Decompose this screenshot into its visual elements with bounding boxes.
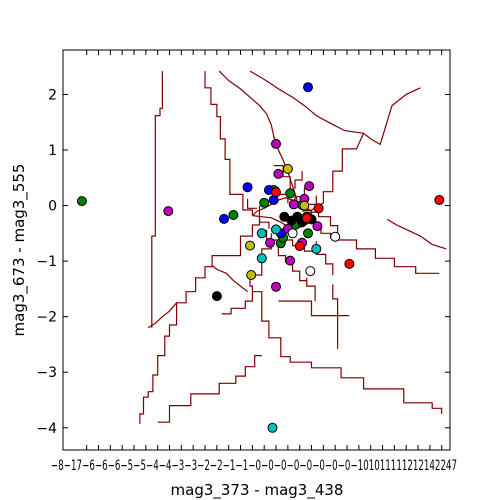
point-magenta-11: [312, 221, 323, 232]
y-tick-label: −2: [36, 310, 57, 326]
y-tick-label: −4: [36, 421, 57, 437]
point-green-2: [259, 197, 270, 208]
x-tick-labels: −8−17−6−6−6−5−5−4−4−3−3−2−2−1−1−0−0−0−0−…: [51, 458, 457, 474]
point-cyan-1: [267, 422, 278, 433]
point-red-3: [313, 203, 324, 214]
boundary-line-25: [258, 205, 270, 229]
y-axis-ticks: 2 1 0 −1 −2 −3 −4: [36, 87, 450, 437]
y-tick-label: 1: [48, 143, 57, 159]
boundary-line-6: [302, 133, 365, 212]
boundary-line-11: [157, 355, 262, 423]
point-green-1: [228, 210, 239, 220]
point-blue-0: [219, 213, 229, 224]
point-white-0: [305, 266, 316, 277]
point-blue-1: [242, 182, 253, 193]
boundary-line-10: [249, 233, 443, 414]
point-white-2: [287, 228, 298, 239]
y-tick-label: 0: [48, 199, 57, 215]
point-green-9: [303, 228, 313, 239]
point-magenta-4: [273, 168, 284, 179]
point-green-0: [76, 196, 87, 207]
point-magenta-0: [163, 206, 174, 217]
point-green-6: [285, 188, 296, 199]
point-red-5: [434, 195, 445, 205]
boundary-line-1: [147, 302, 178, 329]
point-yellow-1: [246, 270, 257, 280]
point-cyan-2: [256, 228, 267, 239]
boundary-line-13: [306, 277, 316, 302]
y-tick-label: −3: [36, 365, 57, 381]
boundary-line-17: [332, 284, 339, 349]
boundary-line-28: [294, 171, 303, 189]
point-yellow-2: [282, 163, 293, 174]
boundary-line-4: [218, 70, 298, 202]
boundary-line-27: [273, 165, 291, 189]
point-blue-5: [303, 82, 313, 93]
boundary-line-0: [139, 216, 261, 424]
point-magenta-7: [288, 199, 299, 210]
x-axis-ticks: [86, 50, 443, 450]
point-white-1: [330, 231, 341, 242]
plot-frame: [62, 49, 451, 451]
y-tick-label: −1: [36, 254, 57, 270]
boundary-line-14: [221, 291, 253, 315]
boundary-line-2: [151, 71, 163, 328]
boundary-line-30: [309, 195, 317, 205]
boundary-line-3: [204, 71, 253, 216]
point-red-1: [294, 241, 305, 252]
point-cyan-4: [311, 243, 322, 254]
point-red-2: [301, 213, 312, 224]
point-magenta-6: [285, 255, 296, 266]
point-black-0: [211, 291, 222, 302]
point-cyan-0: [256, 253, 267, 264]
data-points: [76, 82, 445, 433]
point-magenta-1: [265, 237, 276, 248]
y-tick-label: 2: [48, 87, 57, 103]
point-cyan-3: [271, 224, 281, 235]
boundary-line-5: [249, 70, 421, 146]
point-magenta-2: [271, 138, 281, 149]
decision-boundaries: [139, 70, 447, 424]
point-red-0: [271, 187, 281, 198]
point-yellow-0: [245, 240, 255, 251]
point-magenta-3: [271, 281, 281, 292]
y-axis-label: mag3_673 - mag3_555: [10, 164, 29, 337]
point-magenta-10: [304, 181, 315, 192]
boundary-line-12: [278, 300, 350, 317]
point-red-4: [344, 258, 355, 269]
boundary-line-7: [337, 239, 440, 274]
point-yellow-3: [299, 200, 310, 211]
boundary-line-16: [211, 265, 248, 293]
boundary-line-9: [386, 218, 447, 250]
x-axis-label: mag3_373 - mag3_438: [171, 481, 344, 500]
boundary-line-29: [247, 198, 258, 209]
